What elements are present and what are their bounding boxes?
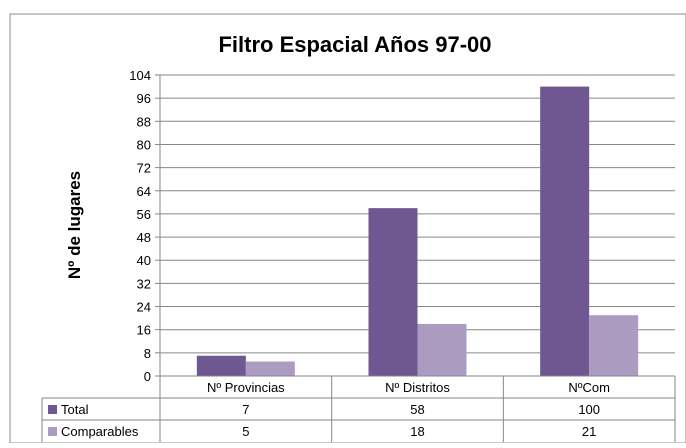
y-tick-label: 24 bbox=[137, 300, 151, 315]
data-label: 58 bbox=[410, 402, 424, 417]
data-label: 18 bbox=[410, 424, 424, 439]
bar-total bbox=[196, 355, 246, 376]
y-tick-label: 96 bbox=[137, 91, 151, 106]
y-tick-label: 16 bbox=[137, 323, 151, 338]
y-tick-label: 56 bbox=[137, 207, 151, 222]
y-tick-label: 80 bbox=[137, 137, 151, 152]
legend-swatch bbox=[48, 405, 57, 414]
y-tick-label: 32 bbox=[137, 276, 151, 291]
data-table: Nº Provincias Nº Distritos NºCom Total 7 58 10… bbox=[41, 375, 676, 442]
y-axis-label: Nº de lugares bbox=[65, 171, 84, 279]
y-tick-labels: 0 8 16 24 32 40 48 56 64 72 80 88 96 104 bbox=[129, 68, 151, 384]
bar-comparables bbox=[245, 361, 295, 376]
data-label: 21 bbox=[582, 424, 596, 439]
bars bbox=[196, 86, 639, 377]
data-label: 5 bbox=[242, 424, 249, 439]
data-label: 100 bbox=[578, 402, 600, 417]
legend-label: Comparables bbox=[61, 424, 139, 439]
x-tick-label: NºCom bbox=[568, 380, 610, 395]
x-tick-label: Nº Distritos bbox=[385, 380, 450, 395]
bar-total bbox=[368, 208, 418, 376]
chart-title: Filtro Espacial Años 97-00 bbox=[218, 32, 491, 57]
y-tick-label: 64 bbox=[137, 184, 151, 199]
legend-label: Total bbox=[61, 402, 89, 417]
y-tick-label: 40 bbox=[137, 253, 151, 268]
y-tick-label: 8 bbox=[144, 346, 151, 361]
y-tick-label: 72 bbox=[137, 161, 151, 176]
data-label: 7 bbox=[242, 402, 249, 417]
bar-total bbox=[540, 86, 590, 377]
y-tick-label: 48 bbox=[137, 230, 151, 245]
y-tick-label: 88 bbox=[137, 114, 151, 129]
bar-comparables bbox=[589, 315, 639, 376]
bar-comparables bbox=[417, 323, 467, 376]
legend-swatch bbox=[48, 427, 57, 436]
y-tick-label: 104 bbox=[129, 68, 151, 83]
y-tick-label: 0 bbox=[144, 369, 151, 384]
x-tick-label: Nº Provincias bbox=[207, 380, 285, 395]
